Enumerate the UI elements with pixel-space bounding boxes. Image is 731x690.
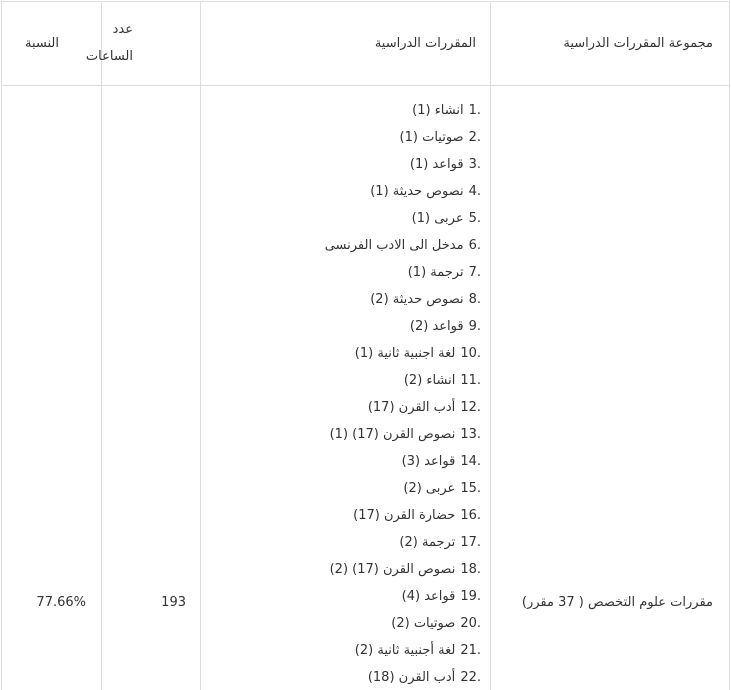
course-number: 20. [460, 616, 481, 631]
divider [490, 1, 491, 690]
list-item: قواعد (2) 9. [325, 313, 481, 340]
course-name: أدب القرن (18) [367, 670, 456, 685]
list-item: أدب القرن (18) 22. [325, 664, 481, 690]
list-item: لغة أجنبية ثانية (2) 21. [325, 637, 481, 664]
course-name: لغة اجنبية ثانية (1) [354, 346, 456, 361]
list-item: نصوص القرن (17) (1) 13. [325, 421, 481, 448]
list-item: نصوص حديثة (1) 4. [325, 178, 481, 205]
course-number: 22. [460, 670, 481, 685]
course-name: لغة أجنبية ثانية (2) [354, 643, 456, 658]
course-name: مدخل الى الادب الفرنسى [324, 238, 464, 253]
course-number: 7. [468, 265, 481, 280]
divider [1, 85, 730, 86]
divider [729, 1, 730, 690]
course-number: 15. [460, 481, 481, 496]
course-name: قواعد (1) [409, 157, 464, 172]
percent-cell: 77.66% [36, 595, 86, 610]
list-item: ترجمة (1) 7. [325, 259, 481, 286]
course-name: قواعد (3) [401, 454, 456, 469]
list-item: قواعد (1) 3. [325, 151, 481, 178]
course-number: 4. [468, 184, 481, 199]
divider [1, 1, 2, 690]
course-name: انشاء (1) [412, 103, 464, 118]
header-group: مجموعة المقررات الدراسية [563, 36, 713, 51]
course-number: 11. [460, 373, 481, 388]
list-item: مدخل الى الادب الفرنسى 6. [325, 232, 481, 259]
divider [1, 1, 730, 2]
course-number: 2. [468, 130, 481, 145]
list-item: انشاء (1) 1. [325, 97, 481, 124]
header-hours-2: الساعات [85, 49, 133, 64]
list-item: حضارة القرن (17) 16. [325, 502, 481, 529]
group-cell: مقررات علوم التخصص ( 37 مقرر) [521, 595, 713, 610]
list-item: قواعد (3) 14. [325, 448, 481, 475]
course-number: 1. [468, 103, 481, 118]
list-item: نصوص حديثة (2) 8. [325, 286, 481, 313]
list-item: صوتيات (1) 2. [325, 124, 481, 151]
course-number: 17. [460, 535, 481, 550]
course-name: نصوص حديثة (2) [370, 292, 464, 307]
list-item: عربى (2) 15. [325, 475, 481, 502]
course-name: قواعد (4) [401, 589, 456, 604]
list-item: صوتيات (2) 20. [325, 610, 481, 637]
header-courses: المقررات الدراسية [374, 36, 476, 51]
course-name: أدب القرن (17) [367, 400, 456, 415]
course-name: حضارة القرن (17) [353, 508, 456, 523]
course-name: نصوص القرن (17) (2) [329, 562, 456, 577]
course-number: 14. [460, 454, 481, 469]
header-percent: النسبة [25, 36, 59, 51]
list-item: عربى (1) 5. [325, 205, 481, 232]
course-name: صوتيات (2) [391, 616, 456, 631]
header-hours-1: عدد [112, 22, 133, 37]
course-number: 5. [468, 211, 481, 226]
divider [101, 1, 102, 690]
list-item: ترجمة (2) 17. [325, 529, 481, 556]
course-number: 9. [468, 319, 481, 334]
course-number: 13. [460, 427, 481, 442]
course-number: 19. [460, 589, 481, 604]
course-name: نصوص حديثة (1) [370, 184, 464, 199]
course-name: عربى (2) [403, 481, 456, 496]
course-name: ترجمة (2) [399, 535, 456, 550]
course-name: قواعد (2) [409, 319, 464, 334]
course-number: 12. [460, 400, 481, 415]
course-number: 8. [468, 292, 481, 307]
course-number: 10. [460, 346, 481, 361]
list-item: لغة اجنبية ثانية (1) 10. [325, 340, 481, 367]
course-name: نصوص القرن (17) (1) [329, 427, 456, 442]
list-item: أدب القرن (17) 12. [325, 394, 481, 421]
course-name: صوتيات (1) [399, 130, 464, 145]
divider [200, 1, 201, 690]
course-name: انشاء (2) [403, 373, 456, 388]
course-number: 18. [460, 562, 481, 577]
course-number: 16. [460, 508, 481, 523]
course-number: 6. [468, 238, 481, 253]
course-name: عربى (1) [411, 211, 464, 226]
list-item: انشاء (2) 11. [325, 367, 481, 394]
hours-cell: 193 [161, 595, 186, 610]
courses-list: انشاء (1) 1. صوتيات (1) 2. قواعد (1) 3. نصوص ح… [325, 97, 481, 690]
course-number: 3. [468, 157, 481, 172]
list-item: نصوص القرن (17) (2) 18. [325, 556, 481, 583]
course-number: 21. [460, 643, 481, 658]
course-name: ترجمة (1) [407, 265, 464, 280]
list-item: قواعد (4) 19. [325, 583, 481, 610]
